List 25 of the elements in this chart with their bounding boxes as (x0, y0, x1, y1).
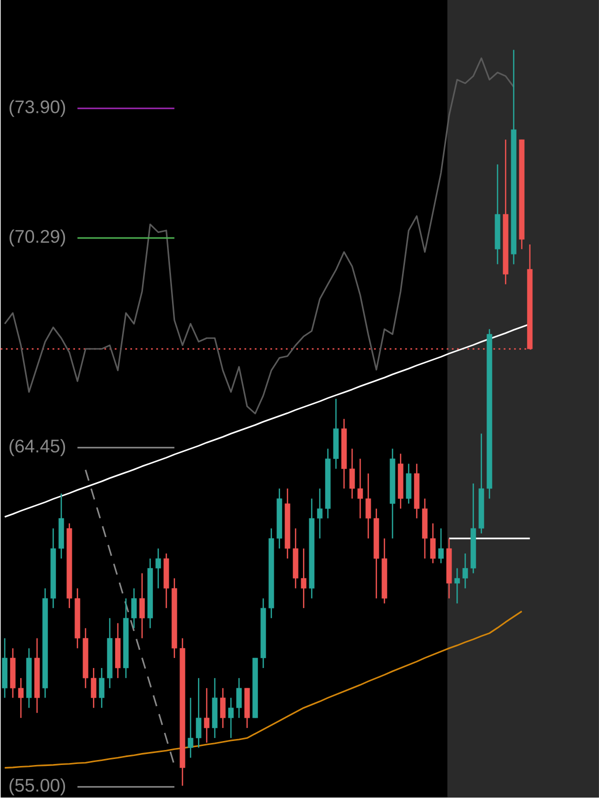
candlestick (196, 677, 202, 748)
y-tick-label: (73.90) (10, 100, 66, 117)
candlestick (90, 667, 96, 708)
candlestick (462, 552, 468, 589)
candlestick (188, 697, 194, 758)
candlestick (156, 548, 162, 589)
candlestick (438, 528, 444, 564)
y-tick-label: (55.00) (10, 778, 66, 796)
candlestick (131, 588, 137, 629)
candlestick (366, 472, 372, 540)
candlestick (204, 687, 210, 744)
candlestick (228, 697, 234, 739)
candlestick (317, 488, 323, 540)
y-tick-label: (64.45) (10, 439, 66, 456)
candlestick (358, 458, 363, 519)
y-tick-label: (70.29) (10, 229, 66, 246)
candlestick (349, 448, 355, 500)
candlestick (139, 572, 145, 639)
candlestick (430, 522, 436, 564)
candlestick (18, 677, 24, 719)
candlestick (236, 677, 242, 719)
candlestick (300, 548, 306, 609)
candlestick (454, 568, 460, 604)
candlestick (220, 687, 226, 729)
candlestick (99, 667, 104, 708)
